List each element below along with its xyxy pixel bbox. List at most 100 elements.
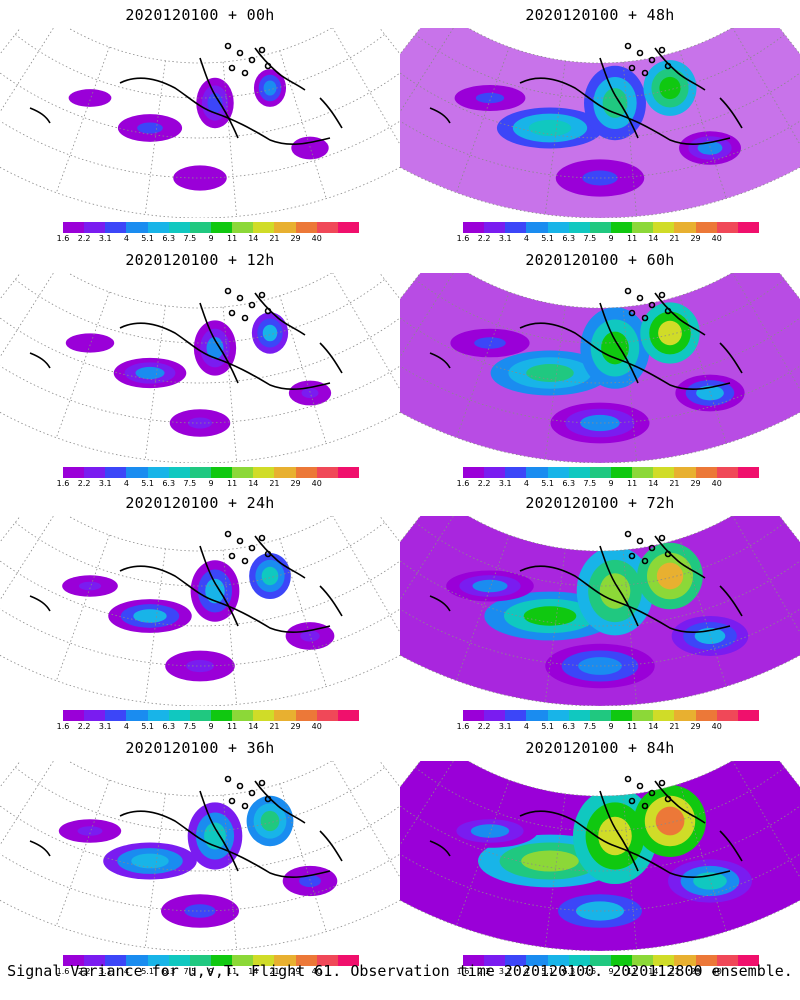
colorbar-swatch bbox=[210, 955, 233, 966]
colorbar-tick-label: 6.3 bbox=[562, 479, 576, 488]
colorbar-swatch bbox=[126, 710, 148, 721]
colorbar bbox=[63, 955, 359, 966]
colorbar-tick-label: 21 bbox=[669, 722, 680, 731]
colorbar-tick-label: 6.3 bbox=[562, 967, 576, 976]
variance-field bbox=[400, 273, 800, 463]
colorbar-swatch bbox=[484, 955, 506, 966]
colorbar bbox=[63, 710, 359, 721]
colorbar-tick-label: 29 bbox=[690, 479, 701, 488]
colorbar-swatch bbox=[674, 467, 696, 478]
colorbar-swatch bbox=[610, 222, 633, 233]
colorbar-swatch bbox=[653, 710, 675, 721]
variance-contour bbox=[582, 170, 618, 186]
colorbar-tick-label: 4 bbox=[523, 479, 529, 488]
colorbar-swatch bbox=[716, 710, 738, 721]
colorbar-tick-label: 1.6 bbox=[456, 967, 470, 976]
colorbar-tick-label: 29 bbox=[690, 234, 701, 243]
variance-contour bbox=[697, 141, 723, 155]
variance-contour bbox=[528, 119, 572, 137]
colorbar-swatch bbox=[695, 467, 717, 478]
colorbar-tick-label: 29 bbox=[690, 967, 701, 976]
colorbar-tick-label: 14 bbox=[648, 234, 659, 243]
colorbar bbox=[463, 955, 759, 966]
colorbar-tick-label: 29 bbox=[290, 479, 301, 488]
map-boundary bbox=[0, 273, 400, 463]
colorbar-tick-label: 5.1 bbox=[541, 234, 554, 243]
colorbar-swatch bbox=[147, 467, 169, 478]
colorbar-tick-label: 14 bbox=[648, 722, 659, 731]
colorbar-tick-label: 21 bbox=[269, 479, 280, 488]
colorbar-tick-label: 6.3 bbox=[162, 967, 176, 976]
colorbar-swatch bbox=[674, 710, 696, 721]
variance-field bbox=[62, 552, 335, 682]
colorbar-tick-label: 11 bbox=[227, 234, 238, 243]
colorbar-tick-label: 40 bbox=[711, 479, 722, 488]
panel-title: 2020120100 + 48h bbox=[525, 6, 675, 24]
colorbar-tick-label: 2.2 bbox=[77, 967, 91, 976]
colorbar-swatch bbox=[484, 222, 506, 233]
map-boundary bbox=[400, 761, 800, 951]
panel-title: 2020120100 + 00h bbox=[125, 6, 275, 24]
colorbar-tick-label: 9 bbox=[608, 722, 614, 731]
colorbar-swatch bbox=[84, 955, 106, 966]
colorbar-tick-label: 2.2 bbox=[77, 479, 91, 488]
forecast-panel: 2020120100 + 36h 1.6 2.2 3.1 4 5.1 6.3 7.5 9 11 14… bbox=[0, 733, 400, 978]
colorbar-swatch bbox=[589, 955, 611, 966]
panel-title: 2020120100 + 84h bbox=[525, 739, 675, 757]
map-boundary bbox=[0, 761, 400, 951]
variance-contour bbox=[302, 143, 318, 153]
colorbar-tick-label: 9 bbox=[208, 479, 214, 488]
colorbar-tick-label: 7.5 bbox=[583, 722, 597, 731]
colorbar bbox=[463, 467, 759, 478]
colorbar-tick-label: 29 bbox=[690, 722, 701, 731]
colorbar-swatch bbox=[126, 955, 148, 966]
variance-contour bbox=[576, 901, 624, 921]
colorbar-tick-label: 21 bbox=[269, 722, 280, 731]
colorbar-swatch bbox=[463, 955, 485, 966]
variance-contour bbox=[207, 92, 223, 114]
colorbar bbox=[463, 710, 759, 721]
colorbar-swatch bbox=[105, 955, 127, 966]
colorbar-tick-label: 9 bbox=[608, 479, 614, 488]
colorbar-swatch bbox=[253, 955, 275, 966]
variance-contour bbox=[206, 336, 224, 360]
colorbar-swatch bbox=[547, 710, 569, 721]
colorbar-swatch bbox=[105, 710, 127, 721]
colorbar-swatch bbox=[126, 222, 148, 233]
colorbar-swatch bbox=[505, 955, 527, 966]
variance-contour bbox=[184, 904, 216, 918]
colorbar-tick-label: 1.6 bbox=[56, 479, 70, 488]
variance-contour bbox=[300, 630, 320, 642]
colorbar-swatch bbox=[505, 710, 527, 721]
forecast-panel: 2020120100 + 84h 1.6 2.2 3.1 4 5.1 6.3 7.5 9 11 14… bbox=[400, 733, 800, 978]
variance-contour bbox=[474, 337, 506, 349]
colorbar-swatch bbox=[463, 467, 485, 478]
colorbar-swatch bbox=[105, 222, 127, 233]
colorbar-tick-label: 2.2 bbox=[477, 479, 491, 488]
colorbar-tick-label: 29 bbox=[290, 722, 301, 731]
colorbar-swatch bbox=[147, 955, 169, 966]
colorbar-labels: 1.6 2.2 3.1 4 5.1 6.3 7.5 9 11 14 21 29 40 bbox=[56, 479, 366, 489]
variance-contour bbox=[186, 659, 214, 673]
colorbar-tick-label: 29 bbox=[290, 234, 301, 243]
colorbar-swatch bbox=[168, 710, 190, 721]
colorbar-swatch bbox=[232, 467, 254, 478]
colorbar-swatch bbox=[168, 467, 190, 478]
colorbar-tick-label: 40 bbox=[711, 234, 722, 243]
colorbar-tick-label: 21 bbox=[669, 234, 680, 243]
colorbar-swatch bbox=[610, 467, 633, 478]
coastline bbox=[29, 775, 343, 879]
colorbar-tick-label: 1.6 bbox=[56, 967, 70, 976]
colorbar-swatch bbox=[168, 222, 190, 233]
colorbar-swatch bbox=[505, 467, 527, 478]
colorbar-swatch bbox=[295, 955, 317, 966]
coastline bbox=[429, 287, 743, 391]
colorbar-tick-label: 3.1 bbox=[498, 234, 512, 243]
colorbar-tick-label: 11 bbox=[627, 967, 638, 976]
colorbar-tick-label: 7.5 bbox=[183, 479, 197, 488]
colorbar-tick-label: 6.3 bbox=[162, 722, 176, 731]
colorbar-swatch bbox=[105, 467, 127, 478]
forecast-panel: 2020120100 + 00h 1.6 2.2 3.1 4 5.1 6.3 7.5 9 11 14… bbox=[0, 0, 400, 245]
colorbar-swatch bbox=[695, 710, 717, 721]
variance-contour bbox=[301, 388, 319, 398]
